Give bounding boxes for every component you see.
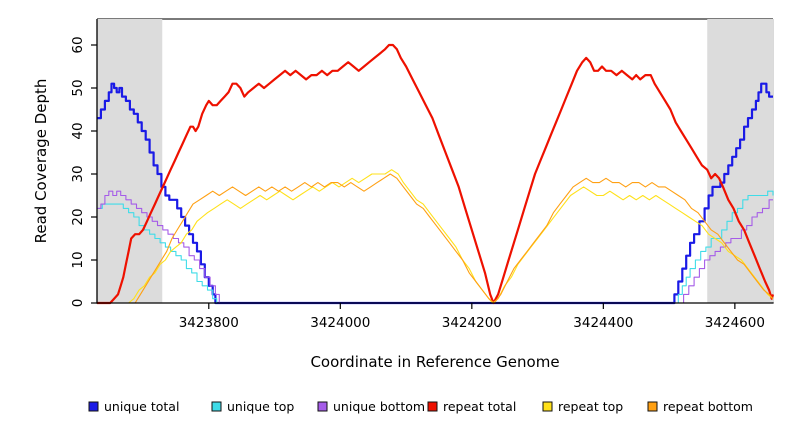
series-line-repeat-bottom [97,173,774,304]
legend-label: unique total [104,399,179,414]
y-tick-label: 50 [70,79,86,96]
series-line-unique-total [97,82,773,305]
x-tick-label: 3424200 [442,315,502,331]
x-tick-label: 3423800 [179,315,239,331]
legend-label: repeat top [558,399,623,414]
x-tick-label: 3424400 [573,315,633,331]
shaded-region-0 [97,19,163,303]
series-line-repeat-top [97,169,774,304]
legend-item-repeat-total: repeat total [427,399,516,414]
y-tick-label: 0 [70,299,86,308]
y-tick-label: 10 [70,251,86,268]
legend-label: repeat bottom [663,399,753,414]
legend-swatch-unique-top [211,401,222,412]
series-line-repeat-total [97,43,775,305]
chart-plot-area: 3423800 3424000 3424200 3424400 3424600 0 10 20… [70,18,775,331]
legend-item-repeat-top: repeat top [542,399,623,414]
legend-swatch-repeat-top [542,401,553,412]
y-tick-label: 60 [70,36,86,53]
legend-swatch-unique-bottom [317,401,328,412]
series-line-unique-top [97,190,774,304]
x-tick-label: 3424600 [705,315,765,331]
series-line-unique-bottom [97,190,773,304]
y-tick-label: 40 [70,122,86,139]
legend-item-unique-top: unique top [211,399,294,414]
legend-swatch-repeat-total [427,401,438,412]
legend-label: unique bottom [333,399,425,414]
y-tick-label: 20 [70,208,86,225]
legend-item-unique-bottom: unique bottom [317,399,425,414]
legend-label: repeat total [443,399,516,414]
x-axis-title: Coordinate in Reference Genome [310,353,559,371]
legend-swatch-repeat-bottom [647,401,658,412]
chart-legend: unique total unique top unique bottom repea… [88,399,753,414]
shaded-region-1 [707,19,774,303]
legend-swatch-unique-total [88,401,99,412]
y-axis-title: Read Coverage Depth [32,79,50,244]
x-tick-label: 3424000 [310,315,370,331]
legend-item-repeat-bottom: repeat bottom [647,399,753,414]
y-tick-label: 30 [70,165,86,182]
legend-item-unique-total: unique total [88,399,179,414]
legend-label: unique top [227,399,294,414]
